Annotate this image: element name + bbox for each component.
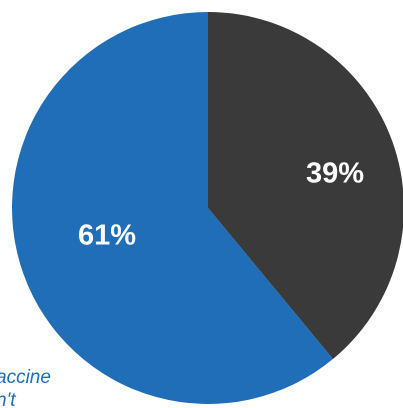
pie-slice-labels: 39% 61% xyxy=(78,158,364,252)
annotation-line-2: n't xyxy=(0,390,16,408)
pie-slice-61 xyxy=(11,12,333,405)
pie-slice-label-61: 61% xyxy=(78,220,136,252)
pie-slices xyxy=(11,12,403,405)
pie-slice-39 xyxy=(208,12,403,360)
pie-slice-label-39: 39% xyxy=(306,158,364,190)
annotation-group: accine n't xyxy=(0,367,51,408)
annotation-line-1: accine xyxy=(0,367,51,388)
